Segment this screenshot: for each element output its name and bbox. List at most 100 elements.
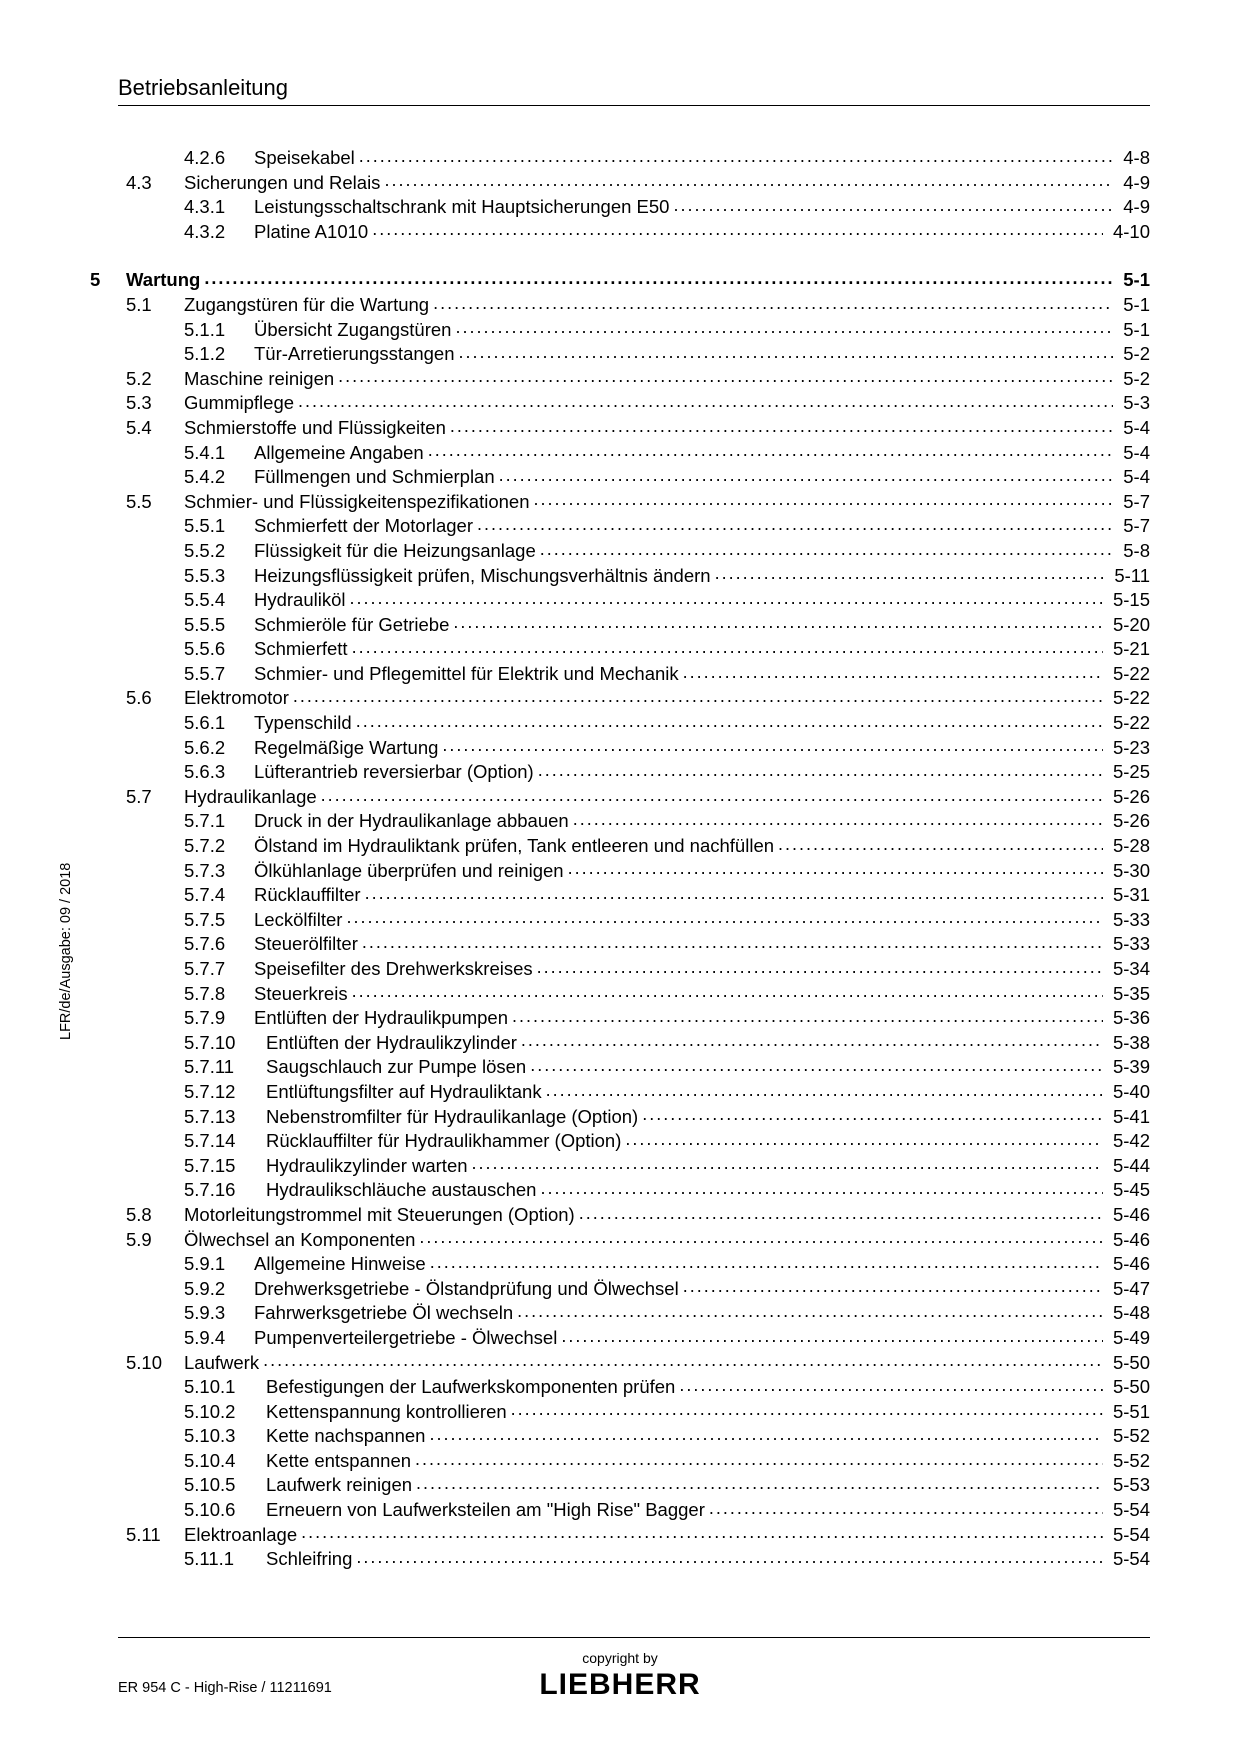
toc-section-number (126, 1375, 184, 1400)
toc-leader-dots (778, 834, 1103, 859)
toc-entry-title: Schmierfett der Motorlager (254, 514, 473, 539)
toc-page-number: 5-23 (1107, 736, 1150, 761)
toc-page-number: 5-40 (1107, 1080, 1150, 1105)
toc-chapter-number (90, 1277, 126, 1302)
toc-section-number (126, 809, 184, 834)
toc-section-number (126, 514, 184, 539)
toc-page-number: 5-21 (1107, 637, 1150, 662)
toc-entry-title: Hydraulikzylinder warten (266, 1154, 468, 1179)
toc-page-number: 4-8 (1117, 146, 1150, 171)
toc-section-number: 5.2 (126, 367, 184, 392)
toc-entry-title: Leckölfilter (254, 908, 342, 933)
toc-entry-title: Schmierstoffe und Flüssigkeiten (184, 416, 446, 441)
toc-entry-title: Lüfterantrieb reversierbar (Option) (254, 760, 534, 785)
toc-page-number: 5-52 (1107, 1449, 1150, 1474)
toc-chapter-number (90, 342, 126, 367)
toc-subsection-number: 5.4.1 (184, 441, 254, 466)
toc-section-number (126, 613, 184, 638)
toc-subsection-number: 5.6.3 (184, 760, 254, 785)
toc-subsection-number: 5.7.8 (184, 982, 254, 1007)
toc-subsection-number: 5.5.5 (184, 613, 254, 638)
toc-entry: 5.10.5Laufwerk reinigen5-53 (90, 1473, 1150, 1498)
toc-subsection-number: 5.7.15 (184, 1154, 266, 1179)
toc-leader-dots (450, 416, 1113, 441)
toc-subsection-number: 5.10.6 (184, 1498, 266, 1523)
toc-subsection-number: 5.1.2 (184, 342, 254, 367)
toc-subsection-number: 5.9.4 (184, 1326, 254, 1351)
toc-chapter-number (90, 613, 126, 638)
toc-leader-dots (365, 883, 1103, 908)
toc-page-number: 5-38 (1107, 1031, 1150, 1056)
toc-entry-title: Pumpenverteilergetriebe - Ölwechsel (254, 1326, 557, 1351)
toc-entry-title: Steuerölfilter (254, 932, 358, 957)
toc-section-number: 5.10 (126, 1351, 184, 1376)
toc-page-number: 5-34 (1107, 957, 1150, 982)
toc-subsection-number: 5.7.14 (184, 1129, 266, 1154)
toc-entry: 5.7.8Steuerkreis5-35 (90, 982, 1150, 1007)
toc-page-number: 5-25 (1107, 760, 1150, 785)
toc-leader-dots (534, 490, 1114, 515)
toc-chapter-number (90, 1449, 126, 1474)
toc-chapter-number (90, 1301, 126, 1326)
toc-chapter-number (90, 514, 126, 539)
toc-leader-dots (679, 1375, 1103, 1400)
toc-page-number: 5-1 (1117, 318, 1150, 343)
toc-section-number (126, 588, 184, 613)
toc-leader-dots (352, 982, 1103, 1007)
toc-subsection-number: 4.3.2 (184, 220, 254, 245)
toc-subsection-number: 5.5.2 (184, 539, 254, 564)
toc-page-number: 5-46 (1107, 1228, 1150, 1253)
toc-entry-title: Rücklauffilter für Hydraulikhammer (Opti… (266, 1129, 621, 1154)
toc-page-number: 5-8 (1117, 539, 1150, 564)
toc-leader-dots (561, 1326, 1103, 1351)
toc-section-number (126, 1449, 184, 1474)
toc-entry: 5.6.2Regelmäßige Wartung5-23 (90, 736, 1150, 761)
toc-page-number: 5-49 (1107, 1326, 1150, 1351)
toc-chapter-number (90, 982, 126, 1007)
toc-section-number (126, 1252, 184, 1277)
toc-entry: 5.4.1Allgemeine Angaben5-4 (90, 441, 1150, 466)
toc-entry: 5.7.10Entlüften der Hydraulikzylinder5-3… (90, 1031, 1150, 1056)
toc-page-number: 5-33 (1107, 908, 1150, 933)
toc-chapter-number (90, 1129, 126, 1154)
toc-entry: 5.9Ölwechsel an Komponenten5-46 (90, 1228, 1150, 1253)
toc-chapter-number (90, 834, 126, 859)
toc-leader-dots (540, 539, 1113, 564)
toc-chapter-number (90, 1178, 126, 1203)
toc-subsection-number: 5.10.4 (184, 1449, 266, 1474)
toc-page-number: 5-42 (1107, 1129, 1150, 1154)
toc-entry: 5.7.3Ölkühlanlage überprüfen und reinige… (90, 859, 1150, 884)
toc-chapter-number (90, 416, 126, 441)
toc-chapter-number (90, 908, 126, 933)
toc-page-number: 5-4 (1117, 441, 1150, 466)
toc-chapter-number (90, 465, 126, 490)
toc-entry-title: Fahrwerksgetriebe Öl wechseln (254, 1301, 513, 1326)
toc-chapter-number (90, 809, 126, 834)
toc-chapter-number (90, 1080, 126, 1105)
toc-leader-dots (453, 613, 1103, 638)
toc-entry: 5.1Zugangstüren für die Wartung5-1 (90, 293, 1150, 318)
toc-leader-dots (540, 1178, 1103, 1203)
toc-entry-title: Wartung (126, 268, 200, 293)
toc-subsection-number: 5.5.6 (184, 637, 254, 662)
toc-section-number: 5.4 (126, 416, 184, 441)
toc-section-number (126, 1031, 184, 1056)
toc-leader-dots (537, 957, 1103, 982)
toc-subsection-number: 5.7.4 (184, 883, 254, 908)
toc-section-number (126, 195, 184, 220)
toc-entry: 5.7.13Nebenstromfilter für Hydraulikanla… (90, 1105, 1150, 1130)
toc-entry-title: Schmier- und Pflegemittel für Elektrik u… (254, 662, 679, 687)
toc-leader-dots (263, 1351, 1103, 1376)
toc-leader-dots (512, 1006, 1103, 1031)
toc-chapter-number (90, 588, 126, 613)
toc-leader-dots (415, 1449, 1103, 1474)
toc-entry: 5.7.16Hydraulikschläuche austauschen5-45 (90, 1178, 1150, 1203)
toc-entry-title: Sicherungen und Relais (184, 171, 380, 196)
toc-entry: 5.5Schmier- und Flüssigkeitenspezifikati… (90, 490, 1150, 515)
toc-section-number: 5.6 (126, 686, 184, 711)
toc-entry-title: Gummipflege (184, 391, 294, 416)
toc-leader-dots (673, 195, 1113, 220)
toc-subsection-number: 5.5.3 (184, 564, 254, 589)
toc-entry-title: Hydraulikanlage (184, 785, 317, 810)
toc-section-number: 5.9 (126, 1228, 184, 1253)
